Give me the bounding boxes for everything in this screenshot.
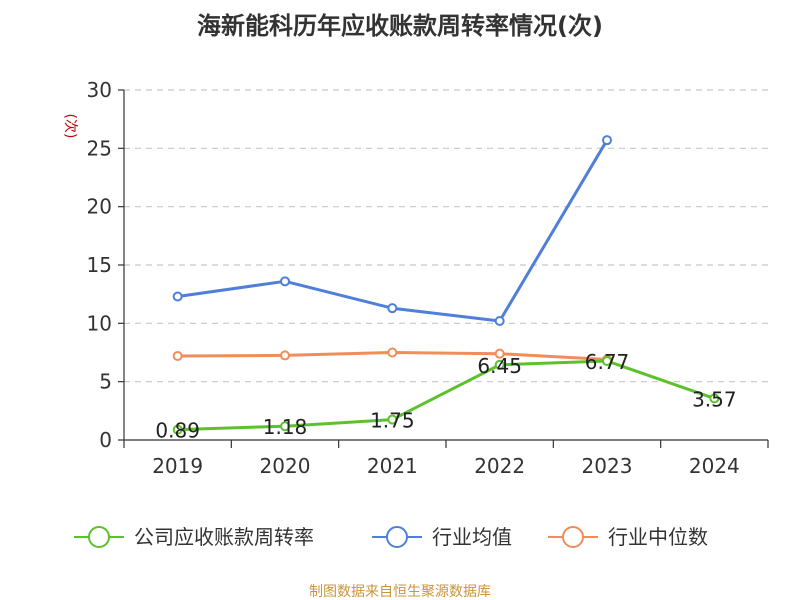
series-line-1 [177,139,609,323]
legend-marker-2 [562,526,584,548]
data-label-2020: 1.18 [263,415,308,439]
data-point-1-2020 [280,276,290,287]
data-point-0-2022 [494,359,505,370]
data-point-2-2020 [280,350,290,361]
x-tick-label-2023: 2023 [582,454,633,478]
x-tick-label-2020: 2020 [260,454,311,478]
y-tick-label-30: 30 [87,78,112,102]
y-tick-label-10: 10 [87,311,112,335]
data-point-0-2020 [280,421,290,432]
legend-marker-0 [88,526,110,548]
x-tick-label-2024: 2024 [689,454,740,478]
legend-label-2: 行业中位数 [608,525,708,549]
source-note: 制图数据来自恒生聚源数据库 [309,584,491,600]
series-group [172,135,720,435]
y-axis-unit: (次) [62,114,78,139]
y-tick-label-0: 0 [99,428,112,452]
data-point-1-2021 [387,303,398,314]
data-point-2-2021 [387,347,398,358]
legend-label-0: 公司应收账款周转率 [134,525,314,549]
legend-marker-1 [386,526,408,548]
data-point-1-2019 [172,291,183,302]
y-tick-label-15: 15 [87,253,112,277]
x-tick-label-2019: 2019 [152,454,203,478]
data-point-0-2024 [709,393,720,404]
x-tick-label-2021: 2021 [367,454,418,478]
data-label-2019: 0.89 [155,419,200,443]
series-line-0 [177,359,715,432]
data-point-1-2023 [602,135,612,146]
chart-title: 海新能科历年应收账款周转率情况(次) [197,12,603,40]
data-label-2023: 6.77 [585,350,630,374]
data-label-2022: 6.45 [477,354,522,378]
data-point-0-2021 [387,414,398,425]
y-tick-label-25: 25 [87,136,112,160]
y-tick-label-5: 5 [99,370,112,394]
data-label-2024: 3.57 [692,387,737,411]
data-point-2-2019 [172,351,183,361]
data-point-0-2023 [602,356,612,367]
data-point-0-2019 [172,424,183,435]
legend: 公司应收账款周转率 行业均值 行业中位数 [74,525,708,549]
data-point-2-2022 [494,348,505,359]
y-tick-label-20: 20 [87,195,112,219]
gridlines [124,89,768,383]
x-tick-label-2022: 2022 [474,454,525,478]
data-label-2021: 1.75 [370,409,415,433]
legend-label-1: 行业均值 [432,525,512,549]
axes: 0 5 10 15 20 25 30 2019 2020 2021 2022 2023 2024 [87,78,769,478]
data-point-1-2022 [494,316,505,326]
data-labels: 0.89 1.18 1.75 6.45 6.77 3.57 [155,350,736,443]
